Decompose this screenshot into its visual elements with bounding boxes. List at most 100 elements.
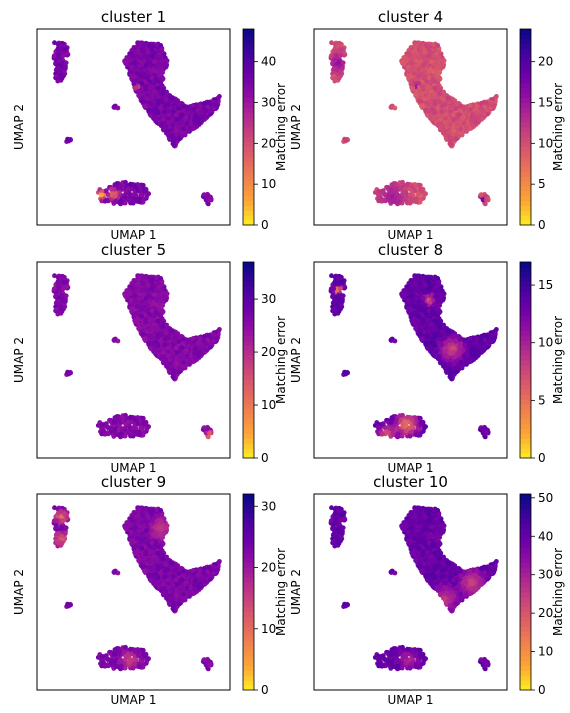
scatter-point (424, 43, 429, 49)
colorbar-segment (243, 171, 254, 177)
scatter-point (61, 46, 67, 52)
scatter-point (456, 119, 462, 125)
scatter-point (155, 48, 161, 54)
scatter-point (136, 53, 142, 59)
scatter-point (409, 184, 415, 190)
scatter-point (53, 293, 59, 299)
scatter-point (451, 112, 456, 118)
scatter-point (196, 120, 202, 125)
colorbar-tick-label: 10 (261, 177, 276, 191)
scatter-point (458, 126, 464, 132)
colorbar-segment (243, 195, 254, 201)
colorbar-segment (520, 29, 531, 35)
colorbar-segment (243, 107, 254, 113)
scatter-point (142, 188, 147, 194)
colorbar-segment (243, 102, 254, 108)
scatter-point (329, 40, 334, 46)
colorbar-segment (243, 146, 254, 152)
scatter-point (174, 112, 179, 118)
colorbar-label: Matching error (551, 83, 565, 171)
scatter-point (416, 81, 422, 86)
scatter-point (124, 61, 130, 67)
scatter-point (129, 75, 134, 81)
scatter-point (388, 187, 394, 192)
colorbar-segment (243, 87, 254, 94)
colorbar-segment (520, 210, 531, 216)
scatter-point (420, 63, 426, 68)
colorbar-segment (243, 210, 254, 216)
scatter-point (203, 108, 209, 113)
scatter-point (426, 84, 432, 90)
colorbar-segment (520, 102, 531, 108)
scatter-point (137, 199, 142, 205)
colorbar-segment (520, 43, 531, 49)
colorbar-segment (243, 215, 254, 221)
scatter-point (379, 198, 385, 204)
scatter-point (113, 198, 119, 204)
scatter-point (149, 53, 155, 59)
scatter-point (183, 114, 189, 120)
scatter-point (112, 105, 117, 110)
scatter-point (207, 197, 212, 203)
scatter-point (475, 110, 480, 116)
scatter-point (442, 120, 448, 126)
scatter-point (426, 53, 432, 59)
colorbar-segment (243, 141, 254, 147)
colorbar-segment (243, 127, 254, 133)
colorbar-segment (243, 151, 254, 157)
scatter-point (201, 192, 207, 198)
scatter-point (128, 181, 133, 187)
colorbar-segment (243, 117, 254, 123)
scatter-point (206, 100, 212, 106)
scatter-point (436, 99, 442, 105)
colorbar-segment (243, 176, 254, 182)
scatter-point (190, 103, 196, 108)
colorbar-segment (520, 156, 531, 162)
colorbar-segment (243, 190, 254, 196)
scatter-point (217, 94, 222, 99)
colorbar-segment (243, 166, 254, 172)
scatter-point (337, 53, 343, 59)
colorbar-segment (243, 136, 254, 143)
scatter-point (143, 63, 149, 68)
scatter-point (423, 191, 428, 197)
scatter-point (130, 200, 136, 206)
scatter-point (58, 276, 64, 282)
scatter-point (413, 93, 418, 98)
colorbar-segment (520, 117, 531, 123)
scatter-point (414, 199, 419, 205)
x-axis-label: UMAP 1 (110, 228, 156, 242)
scatter-point (214, 102, 220, 108)
scatter-point (439, 109, 445, 115)
colorbar-segment (243, 161, 254, 167)
scatter-point (408, 60, 414, 66)
scatter-point (132, 196, 137, 202)
colorbar-segment (243, 78, 254, 84)
scatter-point (491, 102, 496, 108)
scatter-point (494, 94, 499, 99)
scatter-point (60, 286, 66, 292)
panel-title: cluster 1 (101, 8, 166, 26)
colorbar-tick-label: 40 (261, 55, 276, 69)
scatter-point (66, 137, 71, 143)
scatter-point (131, 81, 137, 86)
scatter-point (59, 75, 65, 81)
scatter-point (405, 181, 410, 187)
scatter-point (159, 54, 164, 60)
scatter-point (451, 128, 457, 134)
scatter-point (147, 43, 152, 49)
scatter-point (137, 63, 142, 69)
scatter-point (420, 67, 426, 73)
scatter-point (140, 44, 146, 49)
scatter-point (462, 104, 467, 110)
scatter-point (430, 77, 436, 82)
scatter-point (51, 53, 57, 59)
scatter-point (146, 191, 152, 197)
scatter-point (417, 44, 423, 49)
scatter-point (467, 103, 473, 108)
scatter-point (168, 95, 174, 101)
